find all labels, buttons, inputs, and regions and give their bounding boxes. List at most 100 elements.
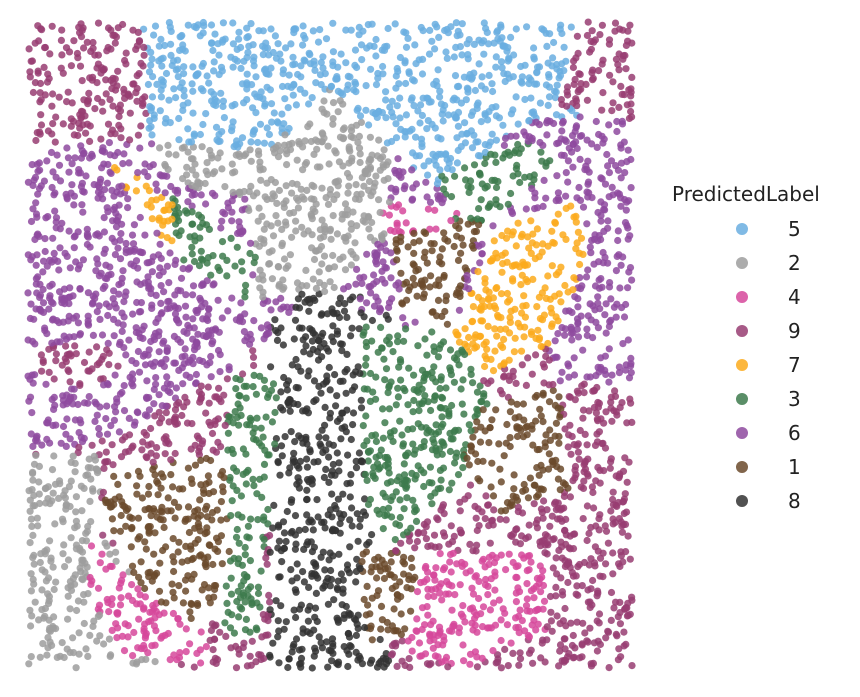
data-point [348,226,355,233]
data-point [199,437,206,444]
data-point [158,415,165,422]
data-point [49,90,56,97]
data-point [538,505,545,512]
data-point [157,300,164,307]
data-point [310,627,317,634]
data-point [206,359,213,366]
data-point [72,258,79,265]
data-point [49,235,56,242]
data-point [574,145,581,152]
data-point [34,522,41,529]
data-point [438,404,445,411]
data-point [588,662,595,669]
data-point [515,220,522,227]
data-point [352,47,359,54]
data-point [555,433,562,440]
data-point [221,114,228,121]
data-point [381,664,388,671]
data-point [352,578,359,585]
data-point [189,110,196,117]
data-point [368,623,375,630]
data-point [404,401,411,408]
data-point [292,317,299,324]
data-point [410,372,417,379]
data-point [331,371,338,378]
data-point [293,101,300,108]
data-point [540,606,547,613]
data-point [267,549,274,556]
data-point [236,140,243,147]
data-point [110,473,117,480]
data-point [369,636,376,643]
data-point [501,43,508,50]
data-point [401,505,408,512]
data-point [320,97,327,104]
data-point [588,46,595,53]
data-point [203,333,210,340]
data-point [119,328,126,335]
data-point [515,613,522,620]
data-point [587,300,594,307]
data-point [146,103,153,110]
data-point [610,604,617,611]
data-point [250,383,257,390]
data-point [118,512,125,519]
data-point [375,137,382,144]
data-point [51,520,58,527]
data-point [48,299,55,306]
data-point [431,207,438,214]
data-point [103,449,110,456]
data-point [615,227,622,234]
data-point [454,32,461,39]
data-point [474,663,481,670]
data-point [512,335,519,342]
data-point [234,230,241,237]
data-point [448,607,455,614]
data-point [456,339,463,346]
data-point [125,159,132,166]
data-point [55,495,62,502]
data-point [328,657,335,664]
data-point [172,515,179,522]
data-point [231,101,238,108]
data-point [219,560,226,567]
data-point [272,32,279,39]
data-point [575,70,582,77]
data-point [332,505,339,512]
data-point [367,134,374,141]
data-point [281,626,288,633]
data-point [292,614,299,621]
data-point [396,95,403,102]
data-point [396,285,403,292]
data-point [243,573,250,580]
data-point [355,363,362,370]
data-point [472,450,479,457]
data-point [602,353,609,360]
data-point [225,609,232,616]
data-point [343,314,350,321]
data-point [126,248,133,255]
data-point [492,305,499,312]
data-point [623,361,630,368]
data-point [157,241,164,248]
data-point [310,276,317,283]
data-point [575,449,582,456]
data-point [536,253,543,260]
data-point [292,218,299,225]
data-point [459,401,466,408]
data-point [341,643,348,650]
data-point [579,251,586,258]
data-point [327,386,334,393]
data-point [605,540,612,547]
data-point [431,577,438,584]
data-point [235,189,242,196]
data-point [537,462,544,469]
data-point [461,119,468,126]
data-point [598,440,605,447]
data-point [322,70,329,77]
data-point [220,392,227,399]
data-point [86,154,93,161]
data-point [393,256,400,263]
data-point [193,371,200,378]
data-point [180,599,187,606]
